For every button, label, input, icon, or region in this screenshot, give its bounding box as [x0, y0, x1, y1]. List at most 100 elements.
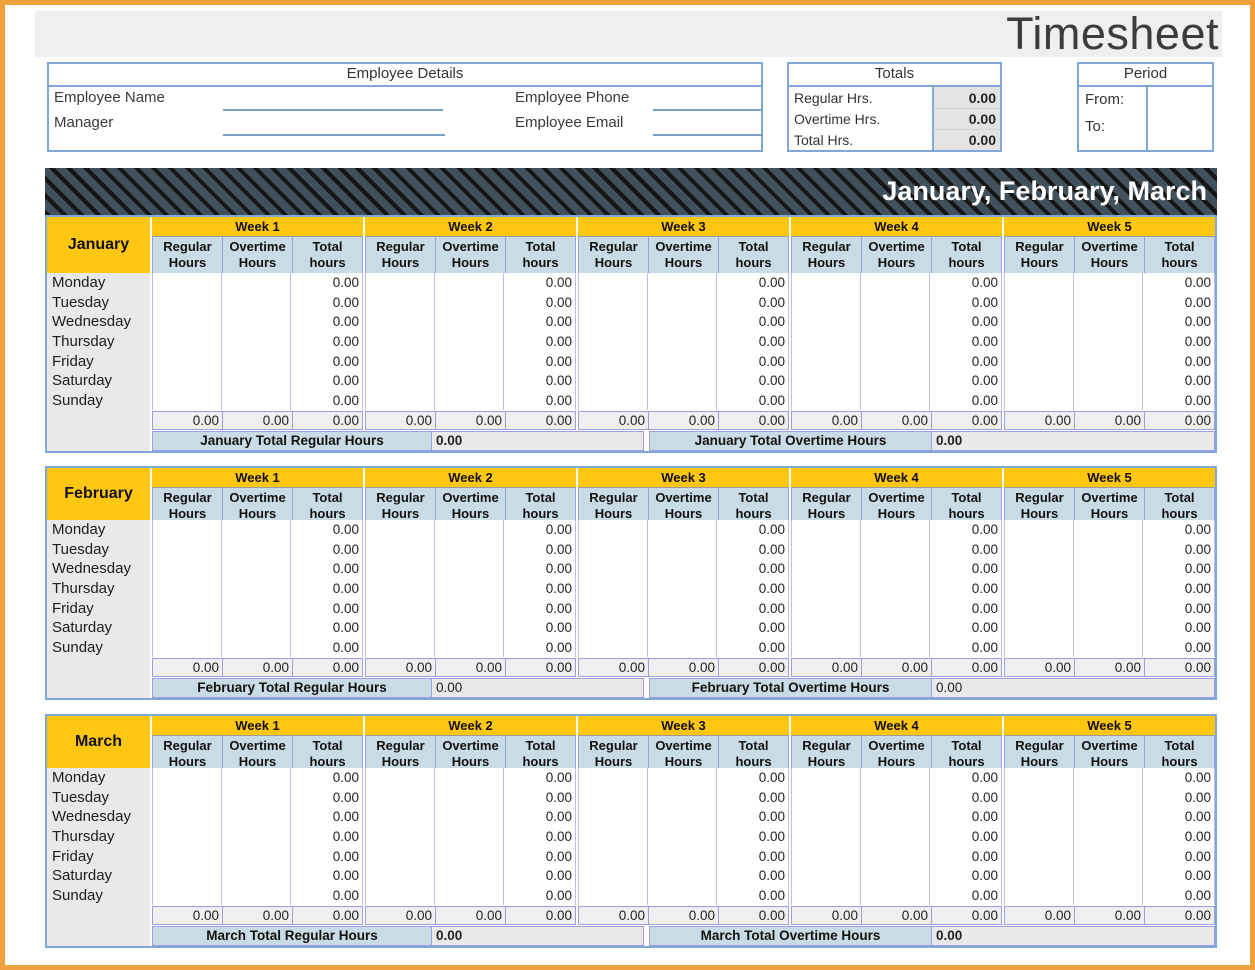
overtime-hours-cell[interactable] — [434, 787, 503, 808]
overtime-hours-cell[interactable] — [647, 312, 716, 332]
overtime-hours-cell[interactable] — [647, 787, 716, 808]
overtime-hours-cell[interactable] — [860, 559, 929, 579]
regular-hours-cell[interactable] — [791, 539, 860, 560]
overtime-hours-cell[interactable] — [221, 598, 290, 618]
overtime-hours-cell[interactable] — [1073, 351, 1142, 371]
overtime-hours-cell[interactable] — [860, 617, 929, 638]
regular-hours-cell[interactable] — [152, 559, 221, 579]
overtime-hours-cell[interactable] — [647, 846, 716, 866]
employee-phone-input[interactable] — [653, 92, 761, 111]
regular-hours-cell[interactable] — [791, 637, 860, 658]
overtime-hours-cell[interactable] — [434, 273, 503, 293]
regular-hours-cell[interactable] — [365, 787, 434, 808]
regular-hours-cell[interactable] — [1004, 885, 1073, 906]
regular-hours-cell[interactable] — [1004, 768, 1073, 788]
regular-hours-cell[interactable] — [152, 637, 221, 658]
overtime-hours-cell[interactable] — [221, 787, 290, 808]
overtime-hours-cell[interactable] — [1073, 885, 1142, 906]
regular-hours-cell[interactable] — [578, 885, 647, 906]
regular-hours-cell[interactable] — [1004, 292, 1073, 313]
overtime-hours-cell[interactable] — [1073, 617, 1142, 638]
regular-hours-cell[interactable] — [578, 520, 647, 540]
overtime-hours-cell[interactable] — [647, 826, 716, 847]
regular-hours-cell[interactable] — [791, 559, 860, 579]
overtime-hours-cell[interactable] — [860, 598, 929, 618]
overtime-hours-cell[interactable] — [1073, 273, 1142, 293]
regular-hours-cell[interactable] — [1004, 617, 1073, 638]
regular-hours-cell[interactable] — [1004, 370, 1073, 391]
regular-hours-cell[interactable] — [578, 351, 647, 371]
overtime-hours-cell[interactable] — [647, 598, 716, 618]
overtime-hours-cell[interactable] — [860, 351, 929, 371]
regular-hours-cell[interactable] — [365, 846, 434, 866]
regular-hours-cell[interactable] — [1004, 578, 1073, 599]
regular-hours-cell[interactable] — [365, 637, 434, 658]
regular-hours-cell[interactable] — [152, 539, 221, 560]
regular-hours-cell[interactable] — [1004, 865, 1073, 886]
period-value-cells[interactable] — [1148, 87, 1212, 150]
regular-hours-cell[interactable] — [791, 312, 860, 332]
regular-hours-cell[interactable] — [578, 865, 647, 886]
regular-hours-cell[interactable] — [791, 351, 860, 371]
regular-hours-cell[interactable] — [152, 331, 221, 352]
overtime-hours-cell[interactable] — [1073, 846, 1142, 866]
regular-hours-cell[interactable] — [791, 865, 860, 886]
regular-hours-cell[interactable] — [152, 351, 221, 371]
overtime-hours-cell[interactable] — [434, 865, 503, 886]
overtime-hours-cell[interactable] — [221, 885, 290, 906]
overtime-hours-cell[interactable] — [647, 273, 716, 293]
overtime-hours-cell[interactable] — [860, 292, 929, 313]
overtime-hours-cell[interactable] — [647, 637, 716, 658]
overtime-hours-cell[interactable] — [647, 865, 716, 886]
overtime-hours-cell[interactable] — [434, 578, 503, 599]
overtime-hours-cell[interactable] — [860, 637, 929, 658]
regular-hours-cell[interactable] — [365, 292, 434, 313]
regular-hours-cell[interactable] — [1004, 807, 1073, 827]
regular-hours-cell[interactable] — [578, 807, 647, 827]
overtime-hours-cell[interactable] — [647, 331, 716, 352]
regular-hours-cell[interactable] — [578, 617, 647, 638]
regular-hours-cell[interactable] — [152, 826, 221, 847]
regular-hours-cell[interactable] — [1004, 312, 1073, 332]
overtime-hours-cell[interactable] — [221, 578, 290, 599]
overtime-hours-cell[interactable] — [1073, 578, 1142, 599]
overtime-hours-cell[interactable] — [434, 370, 503, 391]
regular-hours-cell[interactable] — [791, 885, 860, 906]
regular-hours-cell[interactable] — [791, 273, 860, 293]
overtime-hours-cell[interactable] — [1073, 826, 1142, 847]
employee-name-input[interactable] — [223, 92, 443, 111]
overtime-hours-cell[interactable] — [434, 768, 503, 788]
overtime-hours-cell[interactable] — [434, 637, 503, 658]
regular-hours-cell[interactable] — [791, 768, 860, 788]
overtime-hours-cell[interactable] — [860, 787, 929, 808]
regular-hours-cell[interactable] — [152, 292, 221, 313]
overtime-hours-cell[interactable] — [1073, 539, 1142, 560]
overtime-hours-cell[interactable] — [647, 351, 716, 371]
manager-input[interactable] — [223, 117, 445, 136]
overtime-hours-cell[interactable] — [1073, 331, 1142, 352]
overtime-hours-cell[interactable] — [647, 520, 716, 540]
overtime-hours-cell[interactable] — [647, 578, 716, 599]
regular-hours-cell[interactable] — [365, 390, 434, 411]
regular-hours-cell[interactable] — [791, 617, 860, 638]
overtime-hours-cell[interactable] — [860, 390, 929, 411]
overtime-hours-cell[interactable] — [860, 273, 929, 293]
regular-hours-cell[interactable] — [365, 578, 434, 599]
regular-hours-cell[interactable] — [365, 370, 434, 391]
overtime-hours-cell[interactable] — [860, 885, 929, 906]
regular-hours-cell[interactable] — [365, 617, 434, 638]
regular-hours-cell[interactable] — [152, 312, 221, 332]
regular-hours-cell[interactable] — [578, 559, 647, 579]
overtime-hours-cell[interactable] — [860, 807, 929, 827]
regular-hours-cell[interactable] — [1004, 826, 1073, 847]
regular-hours-cell[interactable] — [1004, 273, 1073, 293]
overtime-hours-cell[interactable] — [434, 539, 503, 560]
overtime-hours-cell[interactable] — [1073, 598, 1142, 618]
overtime-hours-cell[interactable] — [434, 559, 503, 579]
regular-hours-cell[interactable] — [1004, 539, 1073, 560]
regular-hours-cell[interactable] — [152, 885, 221, 906]
overtime-hours-cell[interactable] — [221, 768, 290, 788]
overtime-hours-cell[interactable] — [647, 390, 716, 411]
overtime-hours-cell[interactable] — [221, 390, 290, 411]
regular-hours-cell[interactable] — [1004, 390, 1073, 411]
